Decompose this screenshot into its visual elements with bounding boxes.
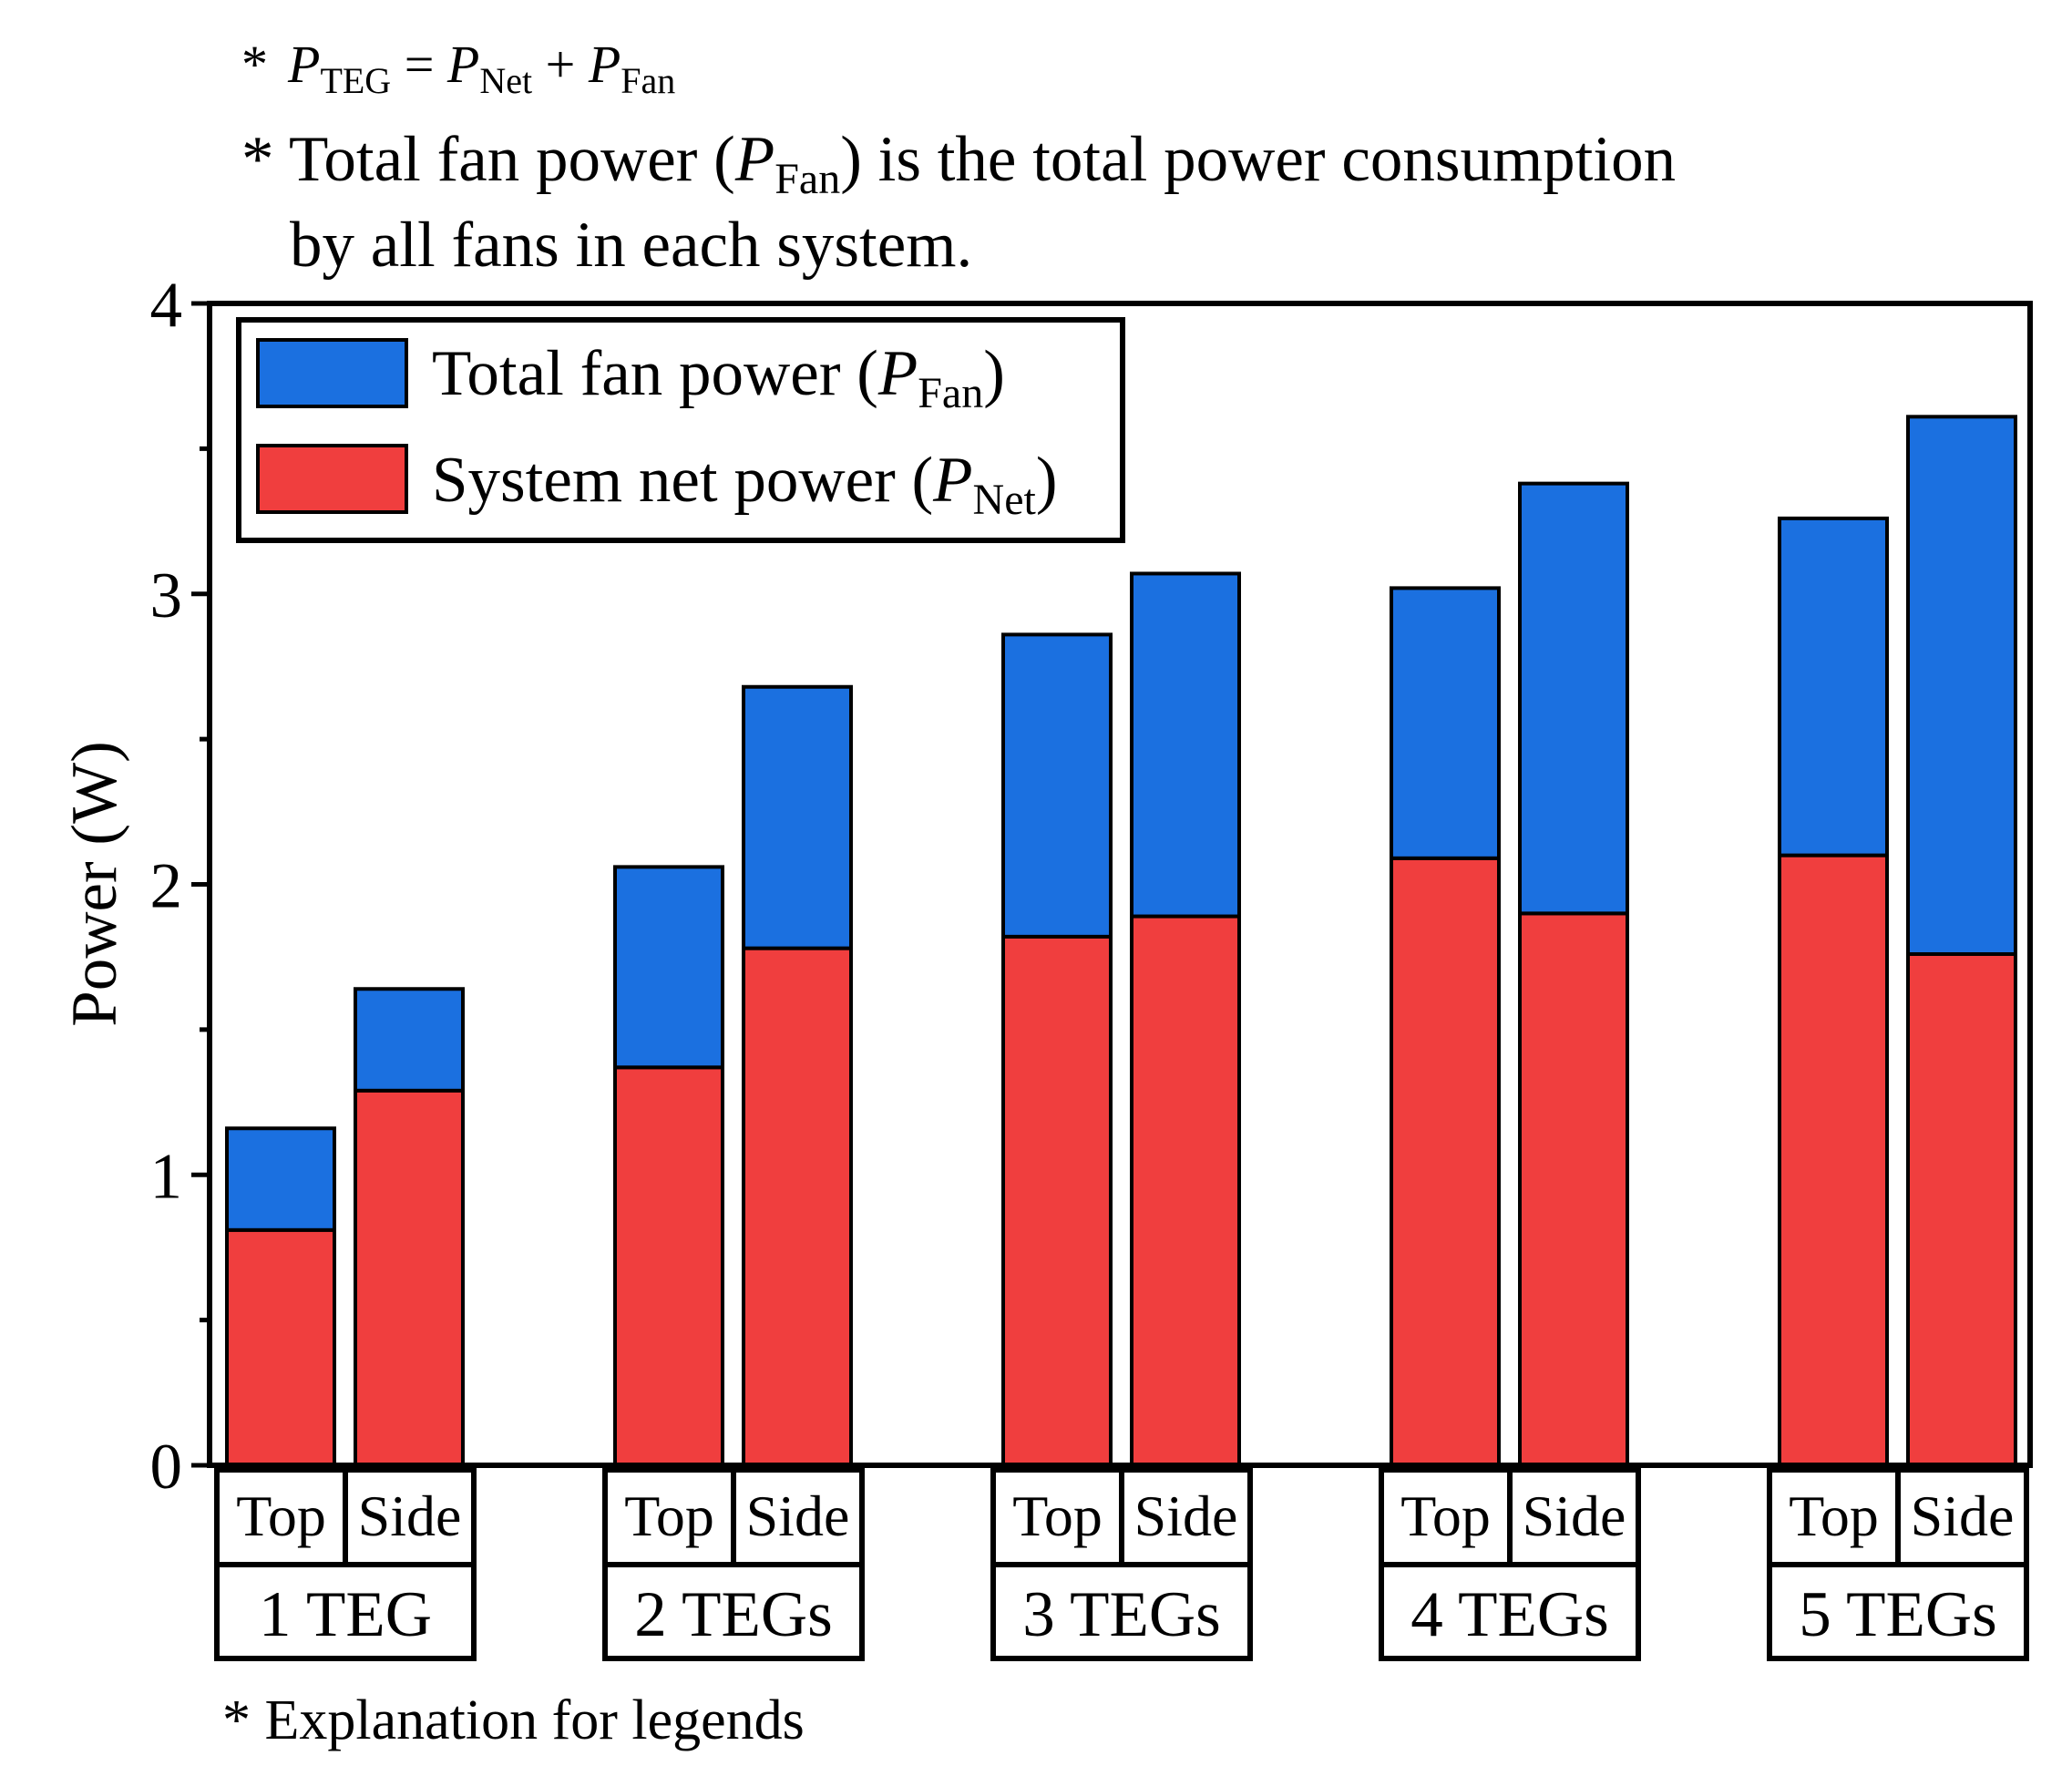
legend-label-fan: Total fan power (PFan): [432, 338, 1005, 417]
x-subcategory-label: Top: [1012, 1484, 1103, 1548]
bar-net-1-teg-side: [354, 1088, 465, 1467]
x-subcategory-label: Side: [746, 1484, 850, 1548]
y-tick-label: 3: [150, 560, 183, 631]
x-group-box: [214, 1562, 477, 1661]
x-subcategory-label: Side: [1523, 1484, 1626, 1548]
x-group-box: [602, 1562, 865, 1661]
x-axis: Top Side 1 TEG Top Side 2 TEGs Top Side 3 TEGs To…: [214, 1467, 2029, 1661]
x-subcategory-box: [1895, 1467, 2029, 1567]
y-tick-label: 1: [150, 1141, 183, 1212]
bar-fan-4-tegs-top: [1390, 586, 1501, 860]
bar-net-1-teg-top: [225, 1227, 336, 1467]
y-tick-label: 2: [150, 851, 183, 922]
bar-fan-3-tegs-top: [1001, 632, 1113, 939]
x-subcategory-label: Top: [1789, 1484, 1879, 1548]
bar-fan-5-tegs-side: [1906, 415, 2017, 956]
x-group-label: 2 TEGs: [634, 1579, 833, 1650]
note-formula: * PTEG = PNet + PFan: [241, 35, 675, 101]
bar-fan-2-tegs-top: [613, 865, 724, 1070]
x-subcategory-label: Top: [236, 1484, 326, 1548]
legend-label-net: System net power (PNet): [432, 445, 1058, 524]
x-group-box: [1767, 1562, 2029, 1661]
bar-net-5-tegs-side: [1906, 952, 2017, 1467]
plot-frame: [207, 301, 2033, 1468]
x-subcategory-box: [990, 1467, 1124, 1567]
x-subcategory-label: Side: [1911, 1484, 2015, 1548]
x-subcategory-label: Side: [1134, 1484, 1238, 1548]
x-subcategory-box: [731, 1467, 865, 1567]
legend-swatch-net: [256, 444, 408, 514]
legend-swatch-fan: [256, 338, 408, 408]
legend: Total fan power (PFan) System net power …: [236, 317, 1125, 543]
x-subcategory-box: [602, 1467, 736, 1567]
bars: [225, 415, 2017, 1467]
x-subcategory-label: Top: [624, 1484, 714, 1548]
bar-net-3-tegs-top: [1001, 934, 1113, 1467]
x-subcategory-box: [1767, 1467, 1901, 1567]
x-group-label: 5 TEGs: [1799, 1579, 1997, 1650]
bar-net-4-tegs-side: [1518, 911, 1629, 1467]
y-axis: 0 1 2 3 4: [150, 270, 210, 1503]
bar-net-2-tegs-side: [742, 946, 853, 1467]
bar-net-4-tegs-top: [1390, 856, 1501, 1467]
bar-net-5-tegs-top: [1778, 853, 1889, 1467]
x-subcategory-box: [1507, 1467, 1641, 1567]
x-subcategory-label: Side: [358, 1484, 462, 1548]
x-subcategory-box: [343, 1467, 477, 1567]
x-subcategory-label: Top: [1400, 1484, 1491, 1548]
x-group-box: [1379, 1562, 1641, 1661]
note-explanation: * Explanation for legends: [222, 1689, 805, 1751]
bar-net-3-tegs-side: [1130, 914, 1241, 1467]
y-tick-label: 0: [150, 1432, 183, 1503]
x-group-label: 4 TEGs: [1410, 1579, 1609, 1650]
x-group-box: [990, 1562, 1253, 1661]
note-fan-definition-cont: by all fans in each system.: [290, 210, 972, 281]
y-axis-label: Power (W): [59, 741, 130, 1026]
bar-fan-1-teg-top: [225, 1126, 336, 1232]
bar-fan-3-tegs-side: [1130, 571, 1241, 919]
bar-net-2-tegs-top: [613, 1065, 724, 1467]
bar-fan-5-tegs-top: [1778, 516, 1889, 857]
bar-fan-2-tegs-side: [742, 684, 853, 950]
x-group-label: 1 TEG: [259, 1579, 432, 1650]
bar-fan-1-teg-side: [354, 987, 465, 1093]
x-group-label: 3 TEGs: [1022, 1579, 1221, 1650]
bar-fan-4-tegs-side: [1518, 481, 1629, 916]
y-tick-label: 4: [150, 270, 183, 341]
note-fan-definition: * Total fan power (PFan) is the total po…: [241, 124, 1676, 203]
